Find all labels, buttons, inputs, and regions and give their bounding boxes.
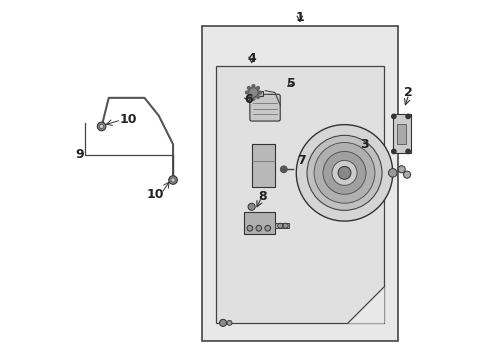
Bar: [244, 212, 274, 234]
Circle shape: [397, 166, 405, 173]
Circle shape: [246, 225, 252, 231]
Circle shape: [313, 143, 374, 203]
Circle shape: [387, 168, 396, 177]
FancyBboxPatch shape: [249, 94, 280, 121]
Circle shape: [391, 114, 395, 118]
Bar: [392, 114, 410, 153]
Circle shape: [171, 178, 175, 182]
Circle shape: [248, 87, 258, 98]
Circle shape: [306, 135, 381, 210]
Bar: [274, 223, 288, 228]
Circle shape: [331, 160, 356, 185]
Circle shape: [391, 149, 395, 154]
Circle shape: [247, 96, 250, 98]
Circle shape: [323, 152, 365, 194]
Circle shape: [277, 223, 282, 228]
Bar: [201, 26, 397, 341]
Text: 1: 1: [295, 11, 304, 24]
Text: 10: 10: [120, 113, 137, 126]
Bar: [251, 144, 274, 187]
Circle shape: [264, 225, 270, 231]
Circle shape: [280, 166, 286, 172]
Text: 2: 2: [404, 86, 412, 99]
Text: 9: 9: [76, 148, 84, 162]
Text: 3: 3: [359, 138, 368, 151]
Circle shape: [97, 122, 106, 131]
Circle shape: [245, 91, 248, 94]
Circle shape: [251, 85, 254, 87]
Text: 4: 4: [247, 52, 256, 65]
Text: 10: 10: [146, 188, 163, 201]
Circle shape: [283, 223, 287, 228]
Circle shape: [99, 124, 103, 129]
Circle shape: [251, 98, 254, 100]
Circle shape: [168, 176, 177, 184]
Circle shape: [403, 171, 410, 178]
Circle shape: [405, 114, 409, 118]
Text: 7: 7: [297, 154, 305, 167]
Bar: [397, 123, 405, 144]
Bar: [255, 91, 263, 96]
Circle shape: [219, 319, 226, 327]
Text: 8: 8: [258, 190, 266, 203]
Circle shape: [405, 149, 409, 154]
Polygon shape: [347, 287, 383, 323]
Circle shape: [337, 166, 350, 179]
Circle shape: [247, 203, 255, 210]
Circle shape: [296, 125, 392, 221]
Circle shape: [258, 91, 261, 94]
Circle shape: [255, 225, 261, 231]
Text: 5: 5: [286, 77, 295, 90]
Bar: [216, 66, 383, 323]
Circle shape: [226, 320, 231, 325]
Circle shape: [247, 86, 250, 89]
Circle shape: [256, 86, 259, 89]
Circle shape: [256, 96, 259, 98]
Text: 6: 6: [243, 93, 252, 106]
